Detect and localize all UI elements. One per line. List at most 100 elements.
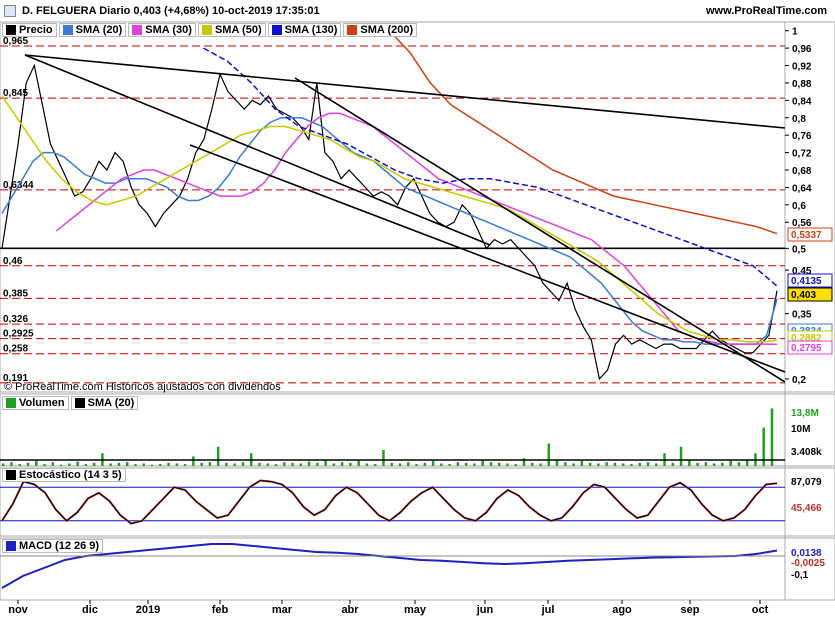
price-legend-item[interactable]: SMA (30) xyxy=(128,23,196,37)
volume-bar xyxy=(531,462,534,466)
volume-bar xyxy=(324,459,327,466)
price-legend-item[interactable]: SMA (130) xyxy=(267,23,342,37)
volume-bar xyxy=(175,463,179,466)
legend-label: SMA (30) xyxy=(145,24,192,36)
volume-bar xyxy=(407,462,410,466)
price-tag-label: 0,2882 xyxy=(791,333,822,344)
legend-label: SMA (50) xyxy=(214,24,262,36)
macd-axis-label: 0,0138 xyxy=(791,548,822,559)
x-axis-label: mar xyxy=(272,604,293,616)
volume-bar xyxy=(258,462,261,466)
price-tick-label: 0,45 xyxy=(792,266,812,277)
x-axis-label: feb xyxy=(212,604,229,616)
price-tag xyxy=(787,227,833,242)
volume-bar xyxy=(233,463,236,466)
volume-bar xyxy=(382,450,385,466)
volume-bar xyxy=(473,463,476,466)
price-tick-label: 0,35 xyxy=(792,310,812,321)
volume-bar xyxy=(92,462,96,466)
x-axis-label: jul xyxy=(541,604,555,616)
volume-bar xyxy=(580,460,584,466)
volume-bar xyxy=(547,443,551,466)
trendline xyxy=(294,77,786,383)
volume-bar xyxy=(655,463,658,466)
price-legend-item[interactable]: SMA (200) xyxy=(343,23,418,37)
price-tick-label: 0,2 xyxy=(792,375,806,386)
volume-bar xyxy=(605,462,608,466)
volume-bar xyxy=(415,464,418,466)
volume-bar xyxy=(646,462,650,466)
volume-bar xyxy=(481,459,484,466)
price-tick-label: 0,76 xyxy=(792,131,812,142)
volume-bar xyxy=(291,462,294,466)
volume-bar xyxy=(357,460,360,466)
series-line xyxy=(55,112,778,346)
price-tag xyxy=(787,287,833,302)
level-label: 0,845 xyxy=(3,88,28,99)
price-tag-label: 0,4135 xyxy=(791,276,822,287)
stochastic-legend-item[interactable]: Estocástico (14 3 5) xyxy=(2,468,126,482)
level-label: 0,965 xyxy=(3,36,28,47)
panel-frame xyxy=(0,467,835,537)
macd-legend-item[interactable]: MACD (12 26 9) xyxy=(2,539,104,553)
trendline xyxy=(24,54,786,129)
legend-label: Precio xyxy=(19,24,53,36)
volume-legend-item[interactable]: Volumen xyxy=(2,396,69,410)
stoch-axis-label: 45,466 xyxy=(791,503,822,514)
volume-bar xyxy=(737,462,741,466)
volume-bar xyxy=(431,460,435,466)
legend-label: SMA (20) xyxy=(87,397,135,409)
legend-swatch xyxy=(132,25,143,35)
price-tick-label: 0,68 xyxy=(792,166,812,177)
volume-bar xyxy=(18,464,22,466)
macd-line xyxy=(1,543,778,589)
volume-bar xyxy=(208,462,212,466)
volume-legend: Volumen SMA (20) xyxy=(2,396,139,410)
volume-bar xyxy=(125,462,129,466)
series-line xyxy=(1,95,778,343)
price-tag xyxy=(787,340,833,355)
x-axis-label: nov xyxy=(8,604,28,616)
volume-bar xyxy=(142,463,146,466)
volume-bar xyxy=(307,461,311,466)
x-axis-label: ago xyxy=(612,604,632,616)
volume-bar xyxy=(2,463,5,466)
volume-axis-label: 13,8M xyxy=(791,408,819,419)
volume-bar xyxy=(159,464,162,466)
volume-legend-item[interactable]: SMA (20) xyxy=(70,396,139,410)
chart-icon[interactable] xyxy=(4,5,16,17)
legend-label: SMA (20) xyxy=(75,24,123,36)
x-axis-label: dic xyxy=(82,604,98,616)
price-tick-label: 1 xyxy=(792,27,798,38)
volume-bar xyxy=(489,462,493,466)
legend-label: SMA (200) xyxy=(360,24,414,36)
price-legend-item[interactable]: SMA (50) xyxy=(197,23,266,37)
legend-swatch xyxy=(62,25,73,35)
volume-bar xyxy=(274,464,278,466)
price-legend-item[interactable]: SMA (20) xyxy=(58,23,127,37)
panel-frame xyxy=(0,393,835,467)
volume-bar xyxy=(365,463,369,466)
volume-bar xyxy=(572,463,575,466)
volume-bar xyxy=(630,464,633,466)
price-tick-label: 0,88 xyxy=(792,79,812,90)
x-axis-label: jun xyxy=(476,604,494,616)
volume-bar xyxy=(340,462,344,466)
volume-bar xyxy=(35,460,38,466)
volume-bar xyxy=(613,462,617,466)
volume-bar xyxy=(183,464,187,466)
legend-swatch xyxy=(347,25,358,35)
price-tick-label: 0,56 xyxy=(792,218,812,229)
volume-bar xyxy=(522,458,526,466)
volume-bar xyxy=(216,446,220,466)
legend-swatch xyxy=(6,25,16,35)
price-tick-label: 0,8 xyxy=(792,114,806,125)
x-axis-label: oct xyxy=(752,604,769,616)
price-legend-item[interactable]: Precio xyxy=(2,23,57,37)
volume-bar xyxy=(349,462,352,466)
site-link[interactable]: www.ProRealTime.com xyxy=(705,5,827,17)
volume-bar xyxy=(464,462,468,466)
series-line xyxy=(1,63,778,381)
